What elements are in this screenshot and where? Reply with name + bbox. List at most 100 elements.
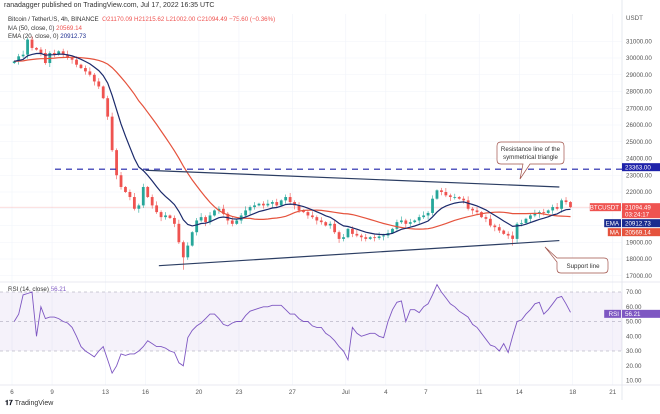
price-chart[interactable]: Resistance line of the symmetrical trian…: [0, 0, 660, 400]
support-callout: [544, 246, 609, 274]
time-tick-label: 13: [102, 389, 109, 396]
candle-body: [297, 205, 301, 211]
candle-body: [217, 208, 221, 211]
candle-body: [426, 212, 430, 216]
candle-body: [137, 205, 141, 209]
candle-body: [453, 197, 457, 198]
candle-body: [448, 195, 452, 198]
candle-body: [257, 203, 261, 206]
candle-body: [173, 217, 176, 224]
support-trendline: [158, 239, 560, 267]
candle-body: [195, 220, 199, 233]
rsi-legend[interactable]: RSI (14, close) 56.21: [8, 286, 66, 293]
candle-body: [275, 202, 279, 206]
ema-legend[interactable]: EMA (20, close, 0) 20912.73: [8, 33, 86, 40]
ohlc-close: C21094.49: [197, 16, 228, 23]
price-tick-label: 30000.00: [626, 55, 652, 62]
candle-body: [279, 200, 283, 206]
candle-body: [395, 222, 399, 229]
candle-body: [181, 242, 185, 258]
rsi-tick-label: 50.00: [626, 319, 642, 326]
candle-body: [70, 58, 74, 60]
candle-body: [253, 205, 256, 208]
candle-body: [302, 210, 305, 213]
candle-body: [204, 217, 207, 223]
candle-body: [359, 235, 363, 238]
candle-body: [119, 175, 123, 187]
candle-body: [288, 197, 292, 203]
rsi-tick-label: 40.00: [626, 333, 642, 340]
rsi-tick-label: 30.00: [626, 348, 642, 355]
ohlc-low: L21002.00: [166, 16, 196, 23]
candle-body: [177, 223, 181, 243]
candle-body: [199, 217, 203, 221]
time-tick-label: 6: [10, 389, 14, 396]
resistance-annotation-line2: symmetrical triangle: [503, 154, 559, 161]
candle-body: [368, 237, 372, 239]
candle-body: [306, 212, 310, 216]
candle-body: [110, 116, 114, 151]
last-price-tag-label: BTCUSDT: [590, 204, 619, 211]
candle-body: [391, 228, 394, 234]
candle-body: [52, 52, 56, 55]
candle-body: [30, 39, 34, 48]
candle-body: [262, 203, 265, 206]
candle-body: [266, 203, 270, 206]
rsi-tag-label: RSI: [609, 311, 620, 318]
last-price-tag-value: 21094.49: [625, 204, 651, 211]
annotations: Resistance line of the symmetrical trian…: [496, 141, 609, 274]
price-tick-label: 18000.00: [626, 256, 652, 263]
price-tick-label: 29000.00: [626, 72, 652, 79]
candle-body: [480, 212, 483, 218]
candle-body: [155, 205, 159, 213]
candle-body: [26, 39, 29, 55]
candle-body: [92, 74, 96, 82]
candle-body: [457, 197, 461, 199]
candle-body: [346, 228, 350, 238]
candle-body: [248, 207, 252, 211]
rsi-line-path: [13, 283, 571, 375]
candle-body: [75, 59, 78, 65]
support-annotation: Support line: [566, 263, 600, 270]
ma-line: [14, 56, 571, 230]
brand-name: TradingView: [14, 400, 54, 407]
level-tag-value: 23363.00: [625, 164, 651, 171]
ma-tag-value: 20569.14: [625, 229, 651, 236]
time-tick-label: 11: [476, 389, 483, 396]
price-tick-label: 23000.00: [626, 172, 652, 179]
candle-body: [168, 215, 172, 218]
last-price-tag-label-bg: [589, 203, 621, 212]
candle-body: [159, 212, 163, 218]
price-tick-label: 19000.00: [626, 239, 652, 246]
rsi-value: 56.21: [50, 286, 67, 293]
ohlc-open: O21170.09: [102, 16, 133, 23]
rsi-label: RSI (14, close): [8, 286, 49, 293]
tradingview-logo[interactable]: 𝟏𝟕 TradingView: [5, 400, 53, 408]
resistance-annotation-line1: Resistance line of the: [501, 146, 561, 153]
candle-body: [146, 186, 150, 198]
resistance-trendline: [145, 169, 560, 188]
candle-body: [413, 220, 417, 223]
symbol-name[interactable]: Bitcoin / TetherUS, 4h, BINANCE: [8, 16, 99, 23]
last-price-tag-bg: [622, 203, 660, 219]
candle-body: [337, 232, 341, 239]
symbol-legend: Bitcoin / TetherUS, 4h, BINANCE O21170.0…: [8, 16, 275, 23]
ma-tag-label-bg: [607, 228, 621, 237]
candle-body: [101, 86, 105, 99]
ohlc-change: −75.60 (−0.36%): [229, 16, 276, 23]
candle-body: [328, 223, 332, 226]
ma-legend[interactable]: MA (50, close, 0) 20569.14: [8, 25, 82, 32]
candle-body: [132, 197, 136, 209]
time-tick-label: Jul: [342, 389, 350, 396]
rsi-tag-value: 56.21: [625, 311, 641, 318]
candle-body: [208, 215, 212, 223]
candle-body: [230, 220, 234, 224]
candle-body: [39, 49, 43, 53]
candle-body: [164, 215, 167, 218]
ma-tag-label: MA: [610, 229, 620, 236]
candle-body: [315, 217, 319, 221]
candle-body: [190, 232, 194, 246]
candle-body: [57, 51, 61, 55]
ma-tag-bg: [622, 228, 660, 237]
